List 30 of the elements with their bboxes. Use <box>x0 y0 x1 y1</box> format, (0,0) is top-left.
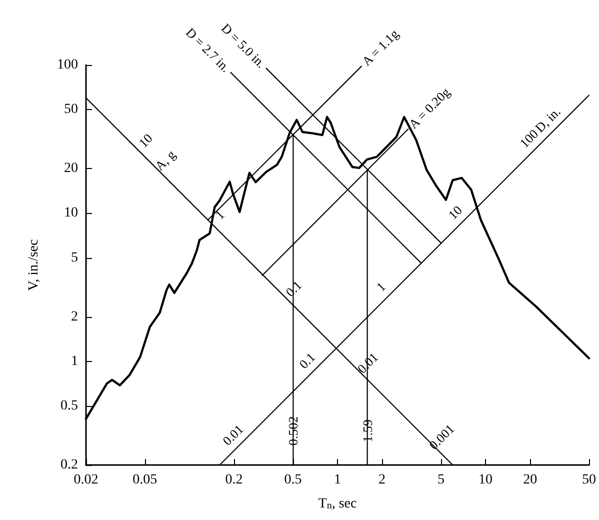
annotation: 0.01 <box>354 350 381 376</box>
annotation: 1 <box>212 207 228 222</box>
x-tick-label: 0.5 <box>284 472 302 488</box>
x-tick-label: 5 <box>437 472 444 488</box>
y-tick-label: 100 <box>57 58 78 72</box>
annotation: 10 <box>445 202 465 222</box>
x-tick-label: 0.05 <box>132 472 158 488</box>
annotation: 0.502 <box>286 416 301 446</box>
x-axis-title: Tn, sec <box>318 496 357 512</box>
x-tick-label: 2 <box>378 472 386 488</box>
y-tick-label: 1 <box>71 354 78 369</box>
x-tick-label: 10 <box>478 472 493 488</box>
y-tick-label: 20 <box>64 161 78 176</box>
x-tick-label: 20 <box>523 472 538 488</box>
y-tick-label: 5 <box>71 250 78 266</box>
y-tick-label: 0.2 <box>60 458 78 472</box>
x-tick-label: 0.2 <box>225 472 243 488</box>
annotation: 0.1 <box>282 278 305 300</box>
y-tick-label: 0.5 <box>60 398 78 414</box>
text: A = 1.1g <box>358 26 402 69</box>
annotation: 1 <box>373 279 388 294</box>
x-tick-label: 0.02 <box>74 472 98 488</box>
y-axis-title: V, in./sec <box>26 239 42 291</box>
y-tick-label: 2 <box>71 309 78 324</box>
x-tick-label: 1 <box>334 472 341 488</box>
y-tick-label: 10 <box>64 206 78 221</box>
annotation: 0.01 <box>219 422 246 448</box>
annotation: 0.1 <box>296 350 318 372</box>
y-tick-label: 50 <box>64 102 78 118</box>
x-tick-label: 50 <box>582 472 596 488</box>
